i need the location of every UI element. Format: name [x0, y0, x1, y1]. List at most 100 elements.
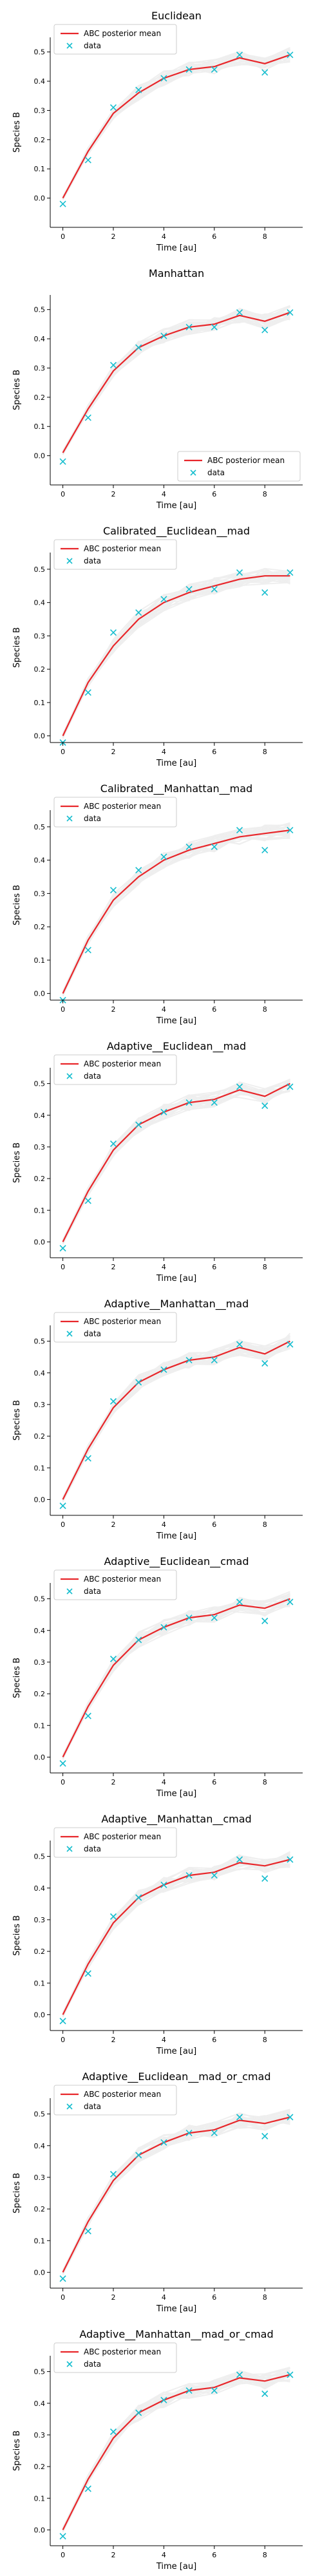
legend-data-label: data [84, 814, 101, 823]
y-tick-label: 0.5 [34, 565, 46, 574]
x-tick-label: 0 [61, 1520, 65, 1529]
data-point [287, 1856, 294, 1863]
y-tick-label: 0.2 [34, 2463, 46, 2471]
posterior-sample-line [62, 52, 290, 200]
posterior-sample-line [62, 47, 290, 197]
legend-data-label: data [84, 2102, 101, 2111]
y-tick-label: 0.1 [34, 165, 46, 173]
y-tick-label: 0.3 [34, 632, 46, 640]
data-point [236, 2114, 243, 2121]
data-point [109, 2428, 117, 2436]
y-tick-label: 0.0 [34, 194, 46, 203]
x-tick-label: 6 [212, 2293, 216, 2302]
x-tick-label: 8 [263, 1263, 267, 1271]
y-tick-label: 0.3 [34, 1916, 46, 1924]
data-point [160, 596, 167, 603]
posterior-sample-line [62, 305, 290, 455]
posterior-sample-line [62, 1342, 290, 1500]
posterior-sample-line [62, 1343, 290, 1499]
x-axis-label: Time [au] [156, 2304, 196, 2314]
x-tick-label: 4 [162, 2036, 166, 2044]
posterior-sample-line [62, 828, 290, 992]
legend-posterior-label: ABC posterior mean [207, 456, 285, 465]
data-point [84, 1712, 91, 1719]
data-point [135, 867, 142, 874]
y-tick-label: 0.4 [34, 1884, 46, 1893]
posterior-sample-line [62, 1855, 290, 2016]
y-tick-label: 0.3 [34, 1401, 46, 1409]
y-axis-label: Species B [12, 370, 22, 410]
legend-box [53, 797, 177, 828]
data-point [135, 86, 142, 93]
posterior-sample-line [62, 1081, 290, 1242]
posterior-sample-line [62, 60, 290, 199]
posterior-sample-line [62, 1081, 291, 1245]
chart-panel: Adaptive__Manhattan__cmad 0 2 4 6 8 0.0 0.1 0.2 0… [12, 1813, 303, 2056]
y-tick-label: 0.1 [34, 1206, 46, 1215]
posterior-sample-line [62, 310, 290, 455]
posterior-sample-line [62, 1083, 290, 1240]
y-tick-label: 0.1 [34, 422, 46, 431]
x-tick-label: 4 [162, 490, 166, 498]
y-tick-label: 0.3 [34, 2431, 46, 2439]
posterior-samples [62, 46, 290, 200]
y-tick-label: 0.1 [34, 699, 46, 707]
y-tick-label: 0.1 [34, 1979, 46, 1987]
posterior-sample-line [62, 48, 290, 200]
y-tick-label: 0.4 [34, 77, 46, 86]
data-point [160, 1108, 167, 1115]
posterior-sample-line [62, 2120, 290, 2274]
chart-title: Adaptive__Manhattan__mad [104, 1298, 249, 1311]
posterior-sample-line [62, 1083, 290, 1242]
x-tick-label: 0 [61, 490, 65, 498]
posterior-sample-line [62, 569, 290, 734]
posterior-sample-line [62, 1332, 291, 1499]
chart-panel: Calibrated__Manhattan__mad 0 2 4 6 8 0.0 0.1 0.2… [12, 782, 303, 1026]
posterior-sample-line [62, 2112, 290, 2273]
data-point [211, 1357, 218, 1364]
posterior-sample-line [62, 2367, 290, 2531]
x-tick-label: 6 [212, 1778, 216, 1786]
posterior-mean-line [62, 1859, 290, 2015]
posterior-sample-line [62, 1859, 290, 2014]
posterior-sample-line [62, 317, 290, 453]
posterior-sample-line [62, 2367, 290, 2532]
posterior-sample-line [62, 57, 290, 198]
legend-data-label: data [84, 1587, 101, 1596]
data-point [109, 2170, 117, 2178]
y-tick-label: 0.0 [34, 1753, 46, 1761]
posterior-sample-line [62, 828, 290, 996]
legend-posterior-label: ABC posterior mean [84, 544, 161, 553]
posterior-sample-line [62, 836, 290, 994]
posterior-sample-line [62, 1339, 291, 1501]
x-tick-label: 6 [212, 232, 216, 241]
y-tick-label: 0.0 [34, 1495, 46, 1504]
legend-box [53, 1312, 177, 1343]
posterior-sample-line [62, 576, 290, 735]
posterior-mean-line [62, 1598, 290, 1757]
posterior-sample-line [62, 1086, 290, 1240]
x-tick-label: 0 [61, 2036, 65, 2044]
x-tick-label: 4 [162, 2293, 166, 2302]
legend-box [53, 539, 177, 570]
posterior-mean-line [62, 1340, 290, 1500]
data-point [135, 344, 142, 351]
chart-panel: Manhattan 0 2 4 6 8 0.0 0.1 0.2 0.3 0.4 0.5 Time [au… [12, 267, 303, 511]
y-tick-label: 0.3 [34, 2174, 46, 2182]
legend-box [53, 1054, 177, 1085]
data-point [261, 589, 269, 596]
posterior-sample-line [62, 1851, 290, 2013]
data-point [261, 1875, 269, 1882]
y-axis-label: Species B [12, 1400, 22, 1441]
legend: ABC posterior mean data [53, 1312, 177, 1343]
legend: ABC posterior mean data [53, 24, 177, 55]
posterior-mean-line [62, 829, 290, 994]
legend-data-swatch [66, 558, 73, 564]
posterior-sample-line [62, 2374, 290, 2528]
data-point [287, 52, 294, 59]
legend: ABC posterior mean data [53, 797, 177, 828]
legend: ABC posterior mean data [53, 1827, 177, 1858]
posterior-sample-line [62, 2374, 290, 2532]
chart-panel: Euclidean 0 2 4 6 8 0.0 0.1 0.2 0.3 0.4 0.5 Time [au… [12, 10, 303, 253]
posterior-sample-line [62, 2380, 290, 2529]
